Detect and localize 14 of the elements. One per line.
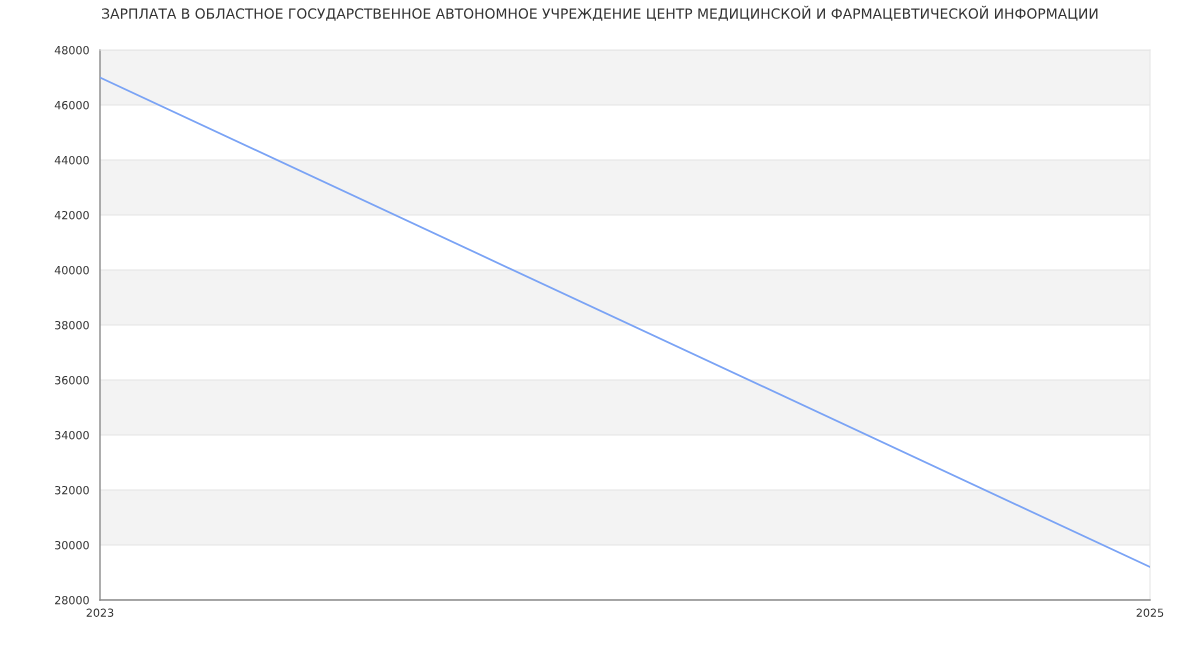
y-tick-label: 32000: [55, 485, 89, 495]
y-tick-label: 36000: [55, 375, 89, 385]
y-tick-label: 40000: [54, 265, 89, 275]
x-tick-label: 2023: [86, 608, 114, 617]
y-tick-label: 38000: [55, 320, 89, 330]
y-tick-label: 34000: [55, 430, 89, 440]
y-tick-label: 42000: [54, 210, 89, 220]
y-tick-label: 48000: [54, 45, 89, 55]
y-tick-label: 28000: [55, 595, 89, 605]
chart-title: ЗАРПЛАТА В ОБЛАСТНОЕ ГОСУДАРСТВЕННОЕ АВТОНОМНОЕ УЧРЕЖДЕНИЕ ЦЕНТР МЕДИЦИНСКОЙ И ФАРМАЦЕВТИЧЕСКОЙ ИНФОРМАЦИИ: [102, 5, 1098, 21]
x-tick-label: 2025: [1136, 608, 1164, 617]
y-tick-label: 46000: [54, 100, 89, 110]
y-tick-label: 44000: [54, 155, 89, 165]
y-tick-label: 30000: [55, 540, 89, 550]
